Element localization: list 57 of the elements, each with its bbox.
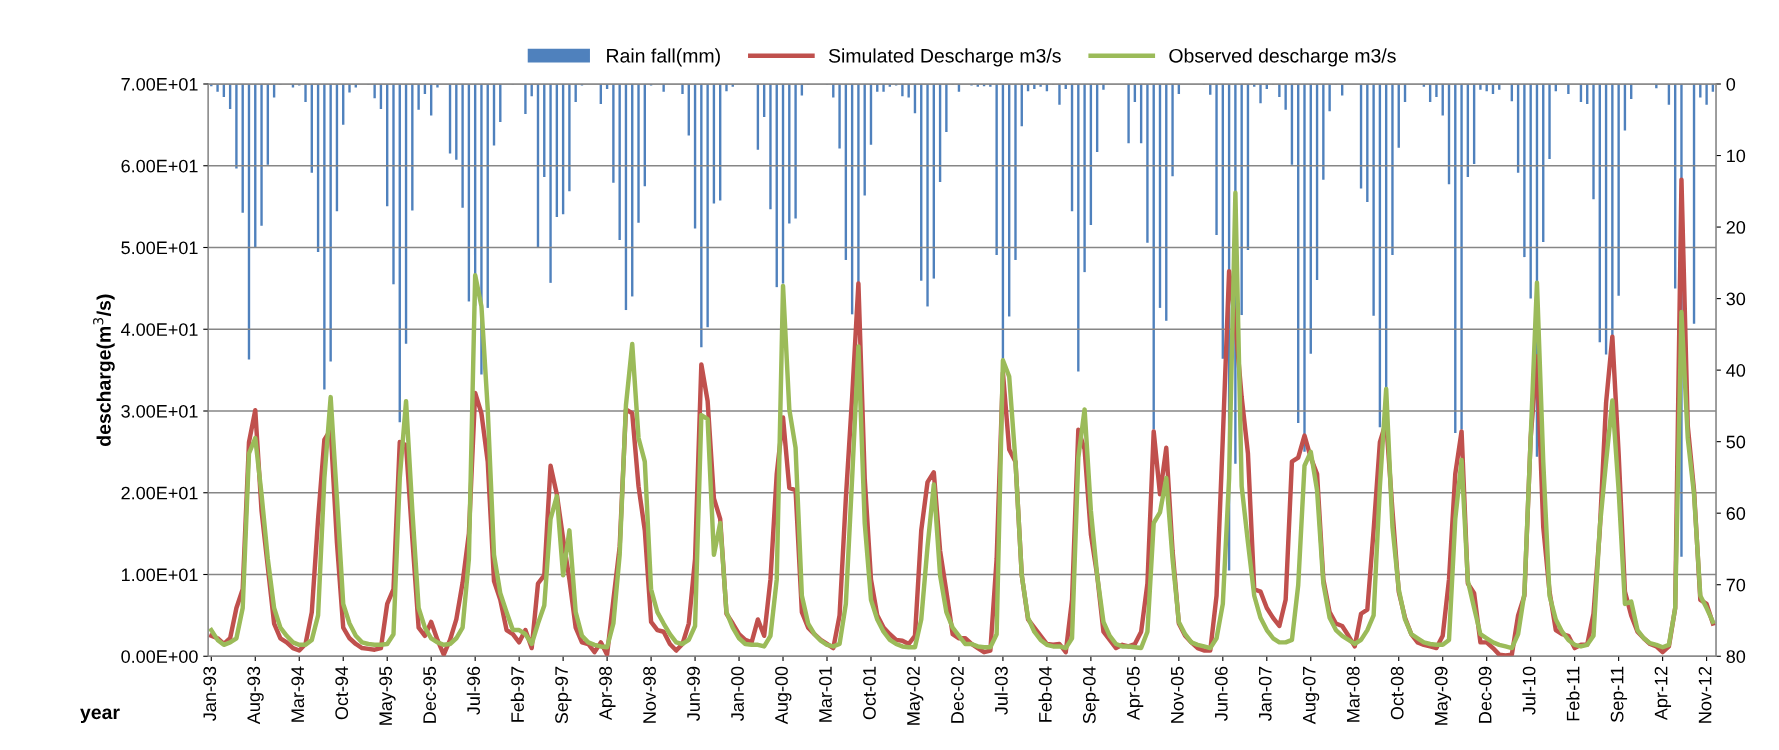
- x-tick-label: Feb-04: [1038, 666, 1052, 722]
- x-tick-label: Jul-03: [994, 666, 1008, 715]
- x-tick-label: Jan-07: [1258, 666, 1272, 721]
- x-tick-label: Aug-00: [775, 666, 792, 725]
- y2-tick-label: 50: [1726, 435, 1746, 449]
- y-tick-label: 2.00E+01: [121, 486, 198, 500]
- legend-label: Simulated Descharge m3/s: [828, 48, 1061, 67]
- y2-tick-label: 0: [1726, 77, 1736, 91]
- x-tick-label: Jul-10: [1522, 666, 1536, 715]
- x-tick-label: Dec-02: [951, 666, 964, 723]
- x-tick-label: May-02: [907, 666, 924, 725]
- x-tick-label: Nov-12: [1698, 666, 1712, 723]
- x-tick-label: Apr-05: [1126, 666, 1144, 721]
- x-tick-label: Dec-09: [1478, 666, 1492, 723]
- x-tick-label: Nov-98: [643, 666, 656, 723]
- x-tick-label: Aug-93: [247, 666, 264, 725]
- y-tick-label: 6.00E+01: [121, 159, 198, 173]
- y-tick-label: 0.00E+00: [121, 650, 198, 663]
- y2-tick-label: 30: [1726, 292, 1746, 306]
- x-tick-label: Mar-94: [291, 666, 305, 722]
- x-tick-label: Apr-98: [599, 666, 616, 721]
- x-tick-label: Jan-93: [203, 666, 217, 721]
- y2-tick-label: 20: [1726, 221, 1746, 234]
- y2-tick-label: 10: [1727, 149, 1746, 163]
- y2-tick-label: 70: [1726, 578, 1746, 592]
- x-tick-label: May-09: [1434, 666, 1452, 725]
- y2-tick-label: 40: [1726, 364, 1746, 377]
- x-axis-title: year: [80, 708, 120, 724]
- y-tick-label: 7.00E+01: [121, 77, 198, 91]
- x-tick-label: Oct-01: [863, 666, 876, 720]
- legend-label: Observed descharge m3/s: [1169, 48, 1396, 67]
- x-tick-label: Jul-96: [466, 666, 481, 715]
- x-tick-label: May-95: [379, 666, 396, 725]
- y-axis-title: descharge(m$^{3}$/s): [93, 294, 115, 446]
- y2-tick-label: 60: [1726, 507, 1746, 520]
- x-tick-label: Jun-06: [1214, 666, 1228, 721]
- x-tick-label: Feb-97: [510, 666, 524, 722]
- y-tick-label: 1.00E+01: [121, 568, 198, 582]
- x-tick-label: Feb-11: [1566, 666, 1580, 721]
- y-tick-label: 5.00E+01: [121, 241, 198, 255]
- x-tick-label: Oct-94: [335, 666, 349, 720]
- x-tick-label: Sep-04: [1082, 666, 1100, 724]
- x-tick-label: Mar-08: [1346, 666, 1360, 722]
- legend-label: Rain fall(mm): [607, 48, 720, 67]
- x-tick-label: Apr-12: [1654, 666, 1672, 721]
- x-tick-label: Sep-97: [555, 666, 572, 724]
- x-tick-label: Dec-95: [423, 666, 437, 723]
- y-tick-label: 4.00E+01: [121, 323, 198, 336]
- x-tick-label: Jan-00: [731, 666, 744, 721]
- y-tick-label: 3.00E+01: [121, 404, 198, 418]
- x-tick-label: Sep-11: [1610, 666, 1628, 723]
- y2-tick-label: 80: [1726, 650, 1746, 663]
- x-tick-label: Oct-08: [1390, 666, 1404, 720]
- x-tick-label: Jun-99: [687, 666, 700, 721]
- x-tick-label: Nov-05: [1170, 666, 1184, 723]
- x-tick-label: Aug-07: [1302, 666, 1320, 725]
- x-tick-label: Mar-01: [819, 666, 832, 722]
